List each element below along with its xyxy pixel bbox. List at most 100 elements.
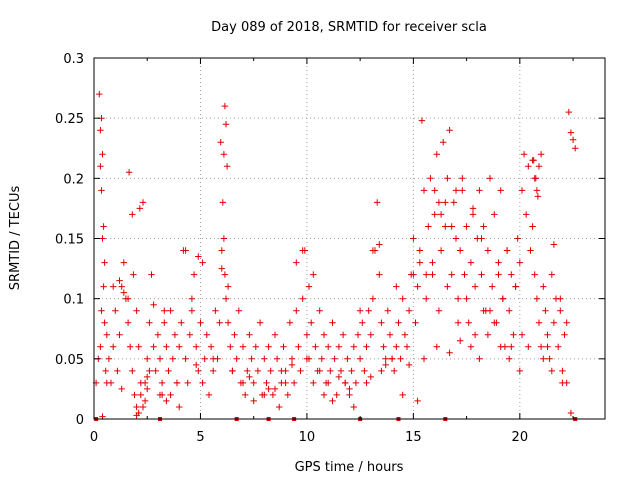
data-point [346, 391, 353, 399]
data-point [242, 391, 249, 399]
data-point [130, 271, 137, 278]
data-point [508, 343, 515, 350]
data-point [346, 385, 353, 393]
data-point [363, 343, 370, 350]
data-point [103, 379, 110, 387]
data-point [220, 235, 228, 242]
data-point [146, 319, 153, 326]
data-point [199, 259, 206, 266]
data-point [116, 331, 123, 338]
data-point [290, 379, 298, 387]
data-point [295, 343, 302, 350]
chart-title: Day 089 of 2018, SRMTID for receiver scl… [211, 20, 487, 35]
data-point [427, 175, 434, 182]
data-point [350, 403, 357, 411]
data-point [442, 199, 449, 206]
data-point [146, 367, 153, 375]
data-point [207, 343, 215, 350]
data-point [450, 199, 457, 206]
data-point [154, 331, 162, 338]
data-point [318, 355, 325, 362]
data-point [333, 391, 340, 399]
data-point [293, 307, 300, 314]
data-point [329, 397, 336, 405]
data-point [178, 319, 185, 326]
data-point [320, 331, 328, 338]
data-point [303, 331, 311, 338]
data-point [278, 367, 285, 375]
data-point [380, 343, 387, 350]
data-point [433, 343, 440, 350]
data-point [471, 331, 479, 338]
data-point [548, 271, 555, 278]
data-point [534, 193, 542, 200]
data-point [316, 367, 323, 375]
data-point [282, 379, 289, 387]
data-point [386, 331, 394, 338]
data-point [510, 331, 517, 338]
data-point [176, 403, 183, 411]
data-point [320, 391, 328, 399]
data-point [161, 307, 168, 314]
data-point [376, 241, 383, 248]
y-tick-label: 0 [76, 413, 84, 428]
data-point [367, 331, 374, 338]
data-point [414, 397, 421, 405]
data-point [429, 271, 436, 278]
data-point [537, 343, 545, 350]
data-point [248, 355, 255, 362]
data-point [457, 247, 464, 254]
data-point [229, 367, 236, 375]
data-point [129, 367, 136, 375]
data-point [431, 211, 438, 218]
data-point [561, 331, 568, 338]
data-point [297, 367, 304, 375]
data-point [303, 355, 311, 362]
data-point [308, 319, 315, 326]
data-point [356, 307, 364, 314]
data-point [212, 307, 219, 314]
data-point [195, 367, 202, 375]
data-point [131, 391, 138, 399]
data-point [437, 247, 445, 254]
data-point [367, 373, 374, 381]
data-point [512, 283, 519, 290]
data-point [365, 307, 372, 314]
data-point [210, 355, 217, 362]
data-point [101, 319, 108, 326]
data-point [448, 271, 455, 278]
data-point [256, 319, 264, 326]
data-point [195, 253, 202, 260]
data-point [120, 289, 127, 296]
data-point [414, 283, 421, 290]
data-point [224, 283, 232, 290]
x-axis-label: GPS time / hours [295, 460, 404, 475]
data-point [165, 367, 172, 375]
data-point [269, 391, 277, 399]
data-point [312, 343, 319, 350]
data-point [484, 247, 492, 254]
data-point [263, 379, 270, 387]
data-point [514, 235, 521, 242]
data-point [557, 295, 564, 302]
data-point [431, 187, 438, 194]
data-point [378, 367, 385, 375]
data-point [567, 129, 575, 136]
data-point [97, 127, 104, 134]
data-point [499, 295, 506, 302]
data-point [446, 349, 453, 356]
data-point [197, 319, 204, 326]
data-point [201, 355, 208, 362]
data-point [171, 331, 179, 338]
data-point [235, 307, 242, 314]
data-point [221, 271, 229, 278]
data-point [480, 307, 487, 314]
data-point [329, 319, 336, 326]
data-point [218, 265, 225, 272]
data-point [463, 223, 470, 230]
data-point [96, 90, 103, 98]
data-point [335, 373, 343, 381]
data-point [254, 367, 262, 375]
data-point [410, 271, 417, 278]
data-point [467, 343, 475, 350]
